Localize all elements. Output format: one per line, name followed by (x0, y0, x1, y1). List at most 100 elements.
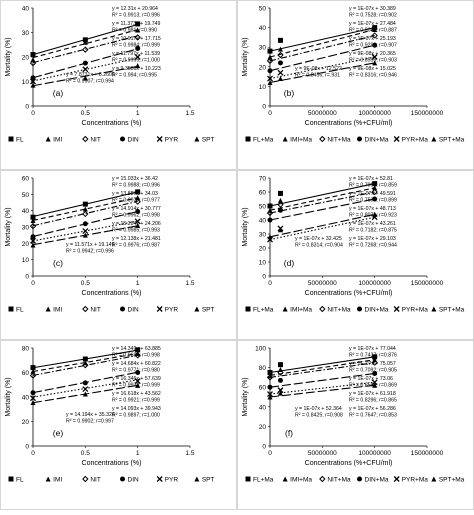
r-squared: R² = 0.7092; r=0.905 (349, 368, 397, 374)
legend-label: DIN+Ma (365, 477, 389, 484)
data-point (82, 232, 88, 238)
legend-marker (194, 476, 200, 482)
data-point (82, 221, 88, 227)
equation: y = 1E-07x + 52.364 (295, 406, 342, 412)
x-tick-label: 100000000 (358, 280, 391, 287)
r-squared: R² = 0.9913; r=0.996 (112, 13, 160, 19)
y-tick-label: 50 (259, 6, 267, 13)
series-nit-ma (266, 359, 378, 381)
legend-marker (357, 476, 362, 482)
r-squared: R² = 0.994; r=0.995 (112, 73, 157, 79)
data-point (266, 57, 274, 65)
equation: y = 16.618x + 43.562 (112, 391, 161, 397)
legend-marker (245, 306, 251, 312)
equation: y = 14.349x + 63.885 (112, 346, 161, 352)
data-point (82, 356, 88, 362)
series-nit (29, 198, 141, 230)
legend-item: FL (8, 306, 24, 314)
y-tick-label: 10 (259, 84, 267, 91)
legend-label: DIN (128, 307, 140, 314)
data-point (371, 32, 378, 39)
legend-item: DIN+Ma (357, 306, 389, 314)
equation: y = 14.093x + 39.943 (112, 406, 161, 412)
data-point (30, 400, 36, 406)
x-tick-label: 50000000 (308, 110, 337, 117)
r-squared: R² = 0.9921; r=0.999 (112, 398, 160, 404)
y-tick-label: 0 (25, 104, 29, 111)
equation: y = 1E-07x + 32.425 (295, 236, 342, 242)
equation: y = 11.797x + 11.539 (112, 51, 160, 57)
x-axis-title: Concentrations (%+CFU/ml) (305, 460, 393, 467)
x-tick-label: 0 (268, 280, 272, 287)
legend-item: IMI (45, 476, 62, 484)
trend-line (269, 356, 375, 374)
trend-line (269, 27, 375, 52)
legend-item: IMI+Ma (282, 136, 312, 144)
y-tick-label: 30 (259, 45, 267, 52)
series-din (30, 370, 141, 396)
legend-item: NIT+Ma (319, 475, 351, 484)
legend-label: SPT+Ma (439, 477, 465, 484)
equation: y = 1E-07x + 25.193 (349, 36, 396, 42)
trend-line (269, 183, 375, 207)
data-point (277, 46, 283, 52)
data-point (267, 48, 273, 54)
legend-marker (319, 475, 326, 483)
legend-item: PYR (156, 476, 178, 484)
y-tick-label: 30 (259, 232, 267, 239)
legend-item: FL+Ma (245, 136, 274, 144)
legend: FL IMI NIT DIN PYR SPT (8, 135, 215, 144)
y-tick-label: 0 (262, 444, 266, 451)
series-fl-ma (267, 354, 378, 375)
r-squared: R² = 0.9984; r=0.999 (112, 43, 160, 49)
equation: y = 16.346x + 57.639 (112, 376, 161, 382)
trend-line (269, 44, 375, 72)
data-point (371, 188, 378, 196)
trend-line (269, 372, 375, 388)
legend-label: PYR (165, 137, 179, 144)
data-point (82, 46, 89, 53)
legend-label: IMI+Ma (290, 307, 312, 314)
legend-label: FL (16, 477, 24, 484)
r-squared: R² = 0.9902; r=0.997 (66, 419, 114, 425)
legend-marker (393, 136, 400, 142)
data-point (372, 42, 378, 48)
r-squared: R² = 0.7528; r=0.902 (349, 13, 397, 19)
trend-line (269, 216, 375, 241)
equation: y = 14.684x + 60.822 (112, 361, 161, 367)
r-squared: R² = 0.7268; r=0.944 (349, 243, 397, 249)
legend-item: PYR+Ma (393, 476, 429, 484)
legend-marker (393, 306, 400, 312)
legend-label: IMI (53, 137, 62, 144)
y-tick-label: 40 (259, 25, 267, 32)
equation: y = 1E-07x + 52.81 (349, 176, 393, 182)
data-point (277, 69, 284, 76)
data-point (277, 201, 284, 208)
series-fl (30, 189, 141, 220)
chart-panel-e: 0 20 40 60 80 0 0.5 1 1.5 Concentrations (%) Morta… (0, 340, 237, 510)
equation: y = 1E-07x + 49.591 (349, 191, 396, 197)
legend-marker (282, 476, 288, 482)
legend-label: DIN (128, 137, 140, 144)
y-tick-label: 20 (259, 424, 267, 431)
panel-label: (e) (53, 428, 64, 438)
y-tick-label: 20 (22, 241, 30, 248)
legend-item: IMI (45, 136, 62, 144)
legend-marker (45, 306, 51, 312)
r-squared: R² = 0.8425; r=0.908 (295, 413, 343, 419)
chart-svg: 0 20 40 60 80 100 0 50000000 100000000 150000000 C… (237, 340, 474, 510)
legend-marker (357, 306, 362, 312)
r-squared: R² = 0.9298; r=0.907 (349, 43, 397, 49)
legend-marker (282, 306, 288, 312)
panel-border (0, 340, 237, 510)
legend-marker (82, 135, 89, 143)
chart-svg: 0 20 40 60 80 0 0.5 1 1.5 Concentrations (%) Morta… (0, 340, 237, 510)
data-point (267, 370, 273, 375)
data-point (135, 189, 141, 195)
r-squared: R² = 0.8076; r=0.923 (349, 213, 397, 219)
legend-marker (357, 136, 362, 142)
legend-label: PYR+Ma (402, 477, 429, 484)
equation: y = 12.31x + 20.964 (112, 6, 158, 12)
